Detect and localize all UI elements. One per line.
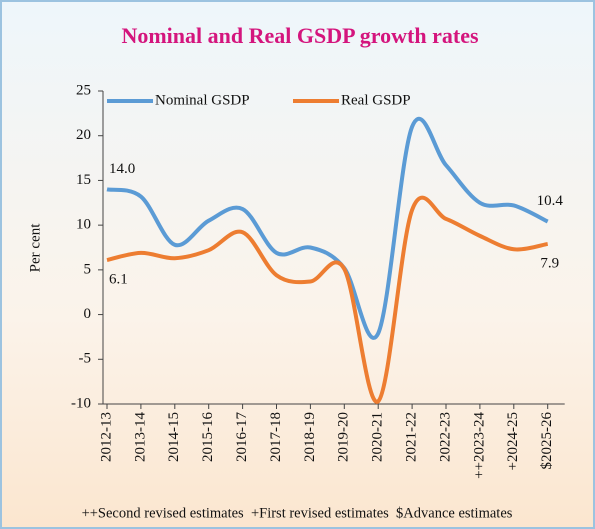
y-tick-label: -5 bbox=[79, 351, 92, 367]
x-tick-label: 2021-22 bbox=[404, 412, 420, 462]
data-label: 10.4 bbox=[537, 193, 564, 209]
y-tick-label: -10 bbox=[71, 395, 91, 411]
chart-title: Nominal and Real GSDP growth rates bbox=[121, 23, 479, 48]
y-tick-label: 10 bbox=[76, 217, 91, 233]
series-line bbox=[106, 195, 549, 404]
x-tick-label: ++2023-24 bbox=[471, 412, 487, 479]
y-axis-label: Per cent bbox=[27, 223, 43, 273]
x-tick-label: 2015-16 bbox=[200, 412, 216, 462]
x-tick-label: 2019-20 bbox=[336, 412, 352, 462]
x-tick-label: $2025-26 bbox=[539, 412, 555, 470]
data-label: 14.0 bbox=[109, 161, 135, 177]
x-tick-label: +2024-25 bbox=[505, 412, 521, 470]
x-tick-label: 2016-17 bbox=[234, 412, 250, 462]
y-tick-label: 0 bbox=[84, 306, 92, 322]
data-label: 6.1 bbox=[109, 271, 128, 287]
x-tick-label: 2014-15 bbox=[166, 412, 182, 462]
x-tick-label: 2017-18 bbox=[268, 412, 284, 462]
legend-label: Real GSDP bbox=[341, 92, 411, 108]
x-tick-label: 2020-21 bbox=[370, 412, 386, 462]
y-tick-label: 15 bbox=[76, 172, 91, 188]
footnote: ++Second revised estimates +First revise… bbox=[82, 505, 513, 521]
x-tick-label: 2013-14 bbox=[132, 412, 148, 462]
y-tick-label: 20 bbox=[76, 127, 91, 143]
x-tick-label: 2018-19 bbox=[302, 412, 318, 462]
legend-label: Nominal GSDP bbox=[155, 92, 250, 108]
x-tick-label: 2012-13 bbox=[98, 412, 114, 462]
x-tick-label: 2022-23 bbox=[437, 412, 453, 462]
data-label: 7.9 bbox=[540, 255, 559, 271]
y-tick-label: 25 bbox=[76, 82, 91, 98]
y-tick-label: 5 bbox=[84, 261, 92, 277]
